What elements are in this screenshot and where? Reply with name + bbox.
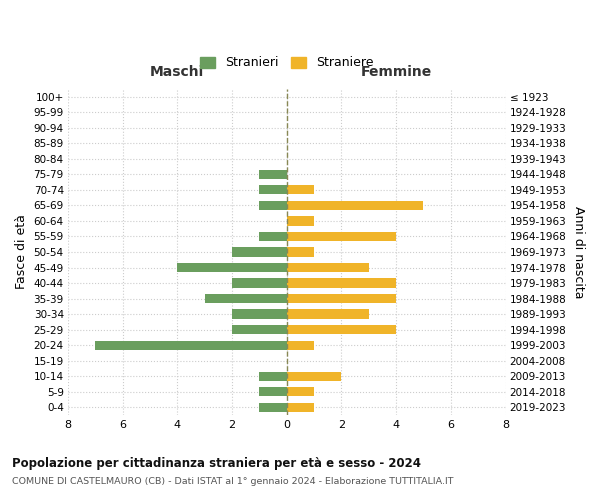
Bar — [259, 372, 287, 381]
Bar — [287, 263, 369, 272]
Legend: Stranieri, Straniere: Stranieri, Straniere — [196, 52, 377, 73]
Bar — [287, 185, 314, 194]
Text: Maschi: Maschi — [150, 66, 205, 80]
Bar — [259, 387, 287, 396]
Bar — [287, 294, 396, 304]
Bar — [287, 372, 341, 381]
Y-axis label: Anni di nascita: Anni di nascita — [572, 206, 585, 298]
Bar — [259, 402, 287, 412]
Bar — [287, 248, 314, 256]
Bar — [287, 340, 314, 350]
Bar — [95, 340, 287, 350]
Bar — [232, 278, 287, 287]
Bar — [259, 232, 287, 241]
Bar — [178, 263, 287, 272]
Bar — [287, 387, 314, 396]
Bar — [205, 294, 287, 304]
Bar — [287, 216, 314, 226]
Bar — [232, 310, 287, 319]
Bar — [259, 170, 287, 179]
Bar — [287, 278, 396, 287]
Y-axis label: Fasce di età: Fasce di età — [15, 214, 28, 290]
Bar — [287, 310, 369, 319]
Bar — [232, 325, 287, 334]
Bar — [287, 325, 396, 334]
Bar — [287, 402, 314, 412]
Bar — [259, 200, 287, 210]
Text: Femmine: Femmine — [361, 66, 432, 80]
Bar — [287, 232, 396, 241]
Bar — [287, 200, 424, 210]
Text: Popolazione per cittadinanza straniera per età e sesso - 2024: Popolazione per cittadinanza straniera p… — [12, 458, 421, 470]
Bar — [232, 248, 287, 256]
Text: COMUNE DI CASTELMAURO (CB) - Dati ISTAT al 1° gennaio 2024 - Elaborazione TUTTIT: COMUNE DI CASTELMAURO (CB) - Dati ISTAT … — [12, 478, 454, 486]
Bar — [259, 185, 287, 194]
